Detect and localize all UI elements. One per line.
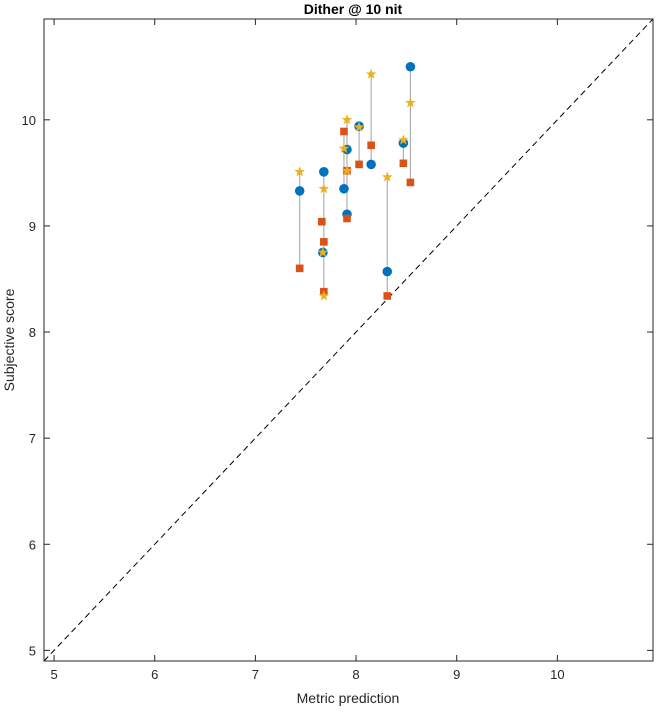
data-point-square [406, 178, 415, 187]
data-point-star [365, 68, 377, 79]
x-tick-label: 5 [50, 667, 57, 682]
data-point-square [355, 160, 363, 169]
plot-frame [43, 18, 654, 662]
data-point-star [318, 183, 330, 194]
data-point-square [383, 292, 392, 300]
y-tick-label: 10 [22, 113, 36, 128]
data-point-star [405, 97, 416, 108]
data-point-square [367, 141, 375, 150]
identity-reference-line [43, 18, 654, 662]
data-point-square [318, 217, 326, 226]
data-point-star [341, 114, 353, 125]
x-tick-label: 8 [352, 667, 359, 682]
x-axis-label: Metric prediction [297, 690, 400, 706]
plot-area [43, 18, 654, 662]
data-point-square [343, 214, 351, 223]
data-point-circle [366, 159, 376, 170]
data-point-square [340, 127, 348, 136]
x-tick-label: 7 [252, 667, 259, 682]
data-point-star [381, 171, 393, 182]
data-point-star [318, 290, 330, 301]
y-axis-label: Subjective score [1, 288, 17, 391]
data-point-square [295, 264, 304, 273]
data-point-circle [382, 266, 393, 277]
data-point-square [399, 159, 408, 168]
y-tick-label: 7 [29, 431, 36, 446]
data-point-star [398, 134, 409, 145]
y-tick-label: 6 [29, 537, 36, 552]
data-point-circle [405, 61, 416, 72]
y-tick-label: 5 [29, 643, 36, 658]
data-point-circle [319, 167, 329, 177]
data-point-star [317, 246, 329, 257]
data-point-square [320, 238, 328, 246]
data-point-circle [339, 183, 349, 194]
data-point-circle [398, 138, 409, 148]
y-tick-label: 8 [29, 325, 36, 340]
data-point-circle [294, 186, 305, 196]
y-tick-label: 9 [29, 219, 36, 234]
chart-title: Dither @ 10 nit [304, 1, 403, 17]
data-point-star [294, 166, 306, 177]
x-tick-label: 10 [550, 667, 564, 682]
data-point-star [353, 121, 365, 132]
data-point-star [341, 165, 353, 176]
x-tick-label: 9 [453, 667, 460, 682]
data-point-star [338, 142, 350, 153]
x-tick-label: 6 [151, 667, 158, 682]
